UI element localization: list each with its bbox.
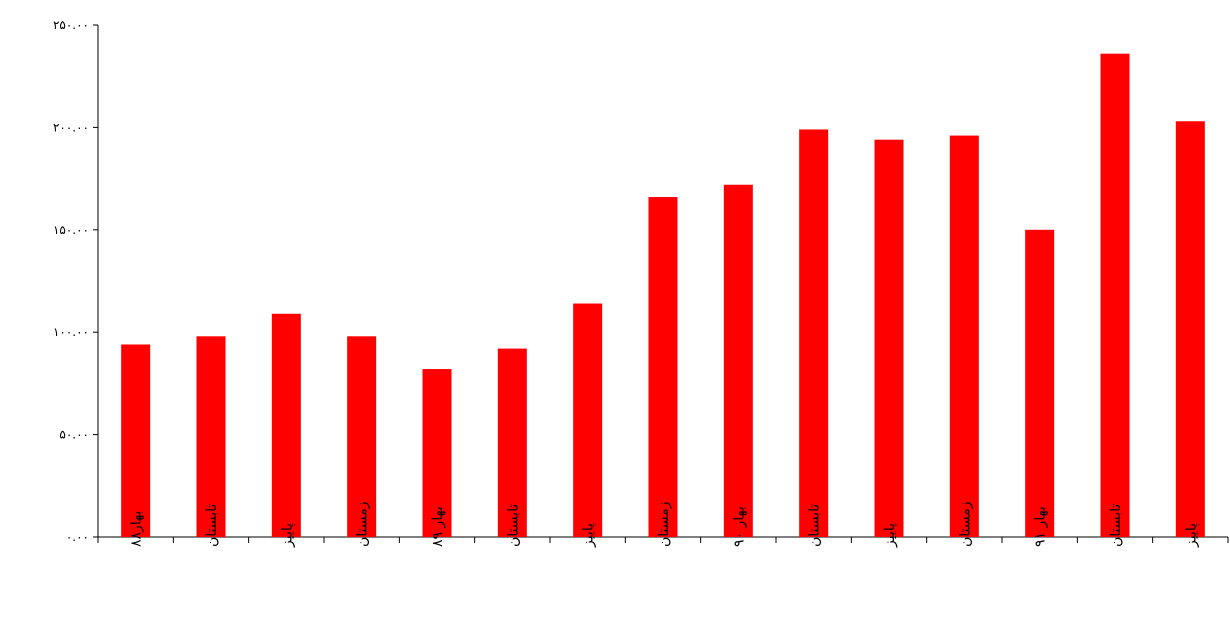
y-tick-label: ۲۵۰.۰۰ [53,18,89,32]
x-category-label: بهار ۹۱ [1033,506,1049,547]
x-category-label: تابستان [807,504,823,547]
category-labels: بهار۸۸ تابستان پاییز زمستان بهار ۸۹ تابستان پا… [129,501,1200,548]
x-category-label: زمستان [355,501,371,547]
x-category-label: بهار۸۸ [129,511,145,547]
bar [1175,121,1205,538]
bar [799,129,829,537]
x-category-label: تابستان [1108,504,1124,547]
bar [422,369,452,537]
x-category-label: تابستان [204,504,220,547]
bar [497,348,527,537]
x-category-label: بهار ۹۰ [731,506,747,547]
bar [949,135,979,538]
bar [1100,53,1130,538]
bar [648,197,678,538]
y-tick-label: ۱۵۰.۰۰ [53,223,89,237]
bar [874,139,904,538]
y-tick-label: ۲۰۰.۰۰ [53,120,89,134]
x-category-label: پاییز [882,523,898,548]
x-category-label: پاییز [581,523,597,548]
bar [1025,229,1055,538]
bar [271,313,301,537]
bar [196,336,226,537]
bar [121,344,151,537]
x-category-label: بهار ۸۹ [430,506,446,547]
x-category-label: تابستان [505,504,521,547]
y-tick-label: ۵۰.۰۰ [59,428,89,442]
bar [573,303,603,537]
y-tick-label: ۰.۰۰ [66,530,89,544]
bar [723,184,753,537]
y-axis: ۰.۰۰ ۵۰.۰۰ ۱۰۰.۰۰ ۱۵۰.۰۰ ۲۰۰.۰۰ ۲۵۰.۰۰ [53,18,99,544]
bar [347,336,377,537]
x-category-label: زمستان [957,501,973,547]
x-category-label: پاییز [279,523,295,548]
bars [121,53,1205,538]
y-tick-label: ۱۰۰.۰۰ [53,325,89,339]
x-category-label: پاییز [1183,523,1199,548]
x-category-label: زمستان [656,501,672,547]
